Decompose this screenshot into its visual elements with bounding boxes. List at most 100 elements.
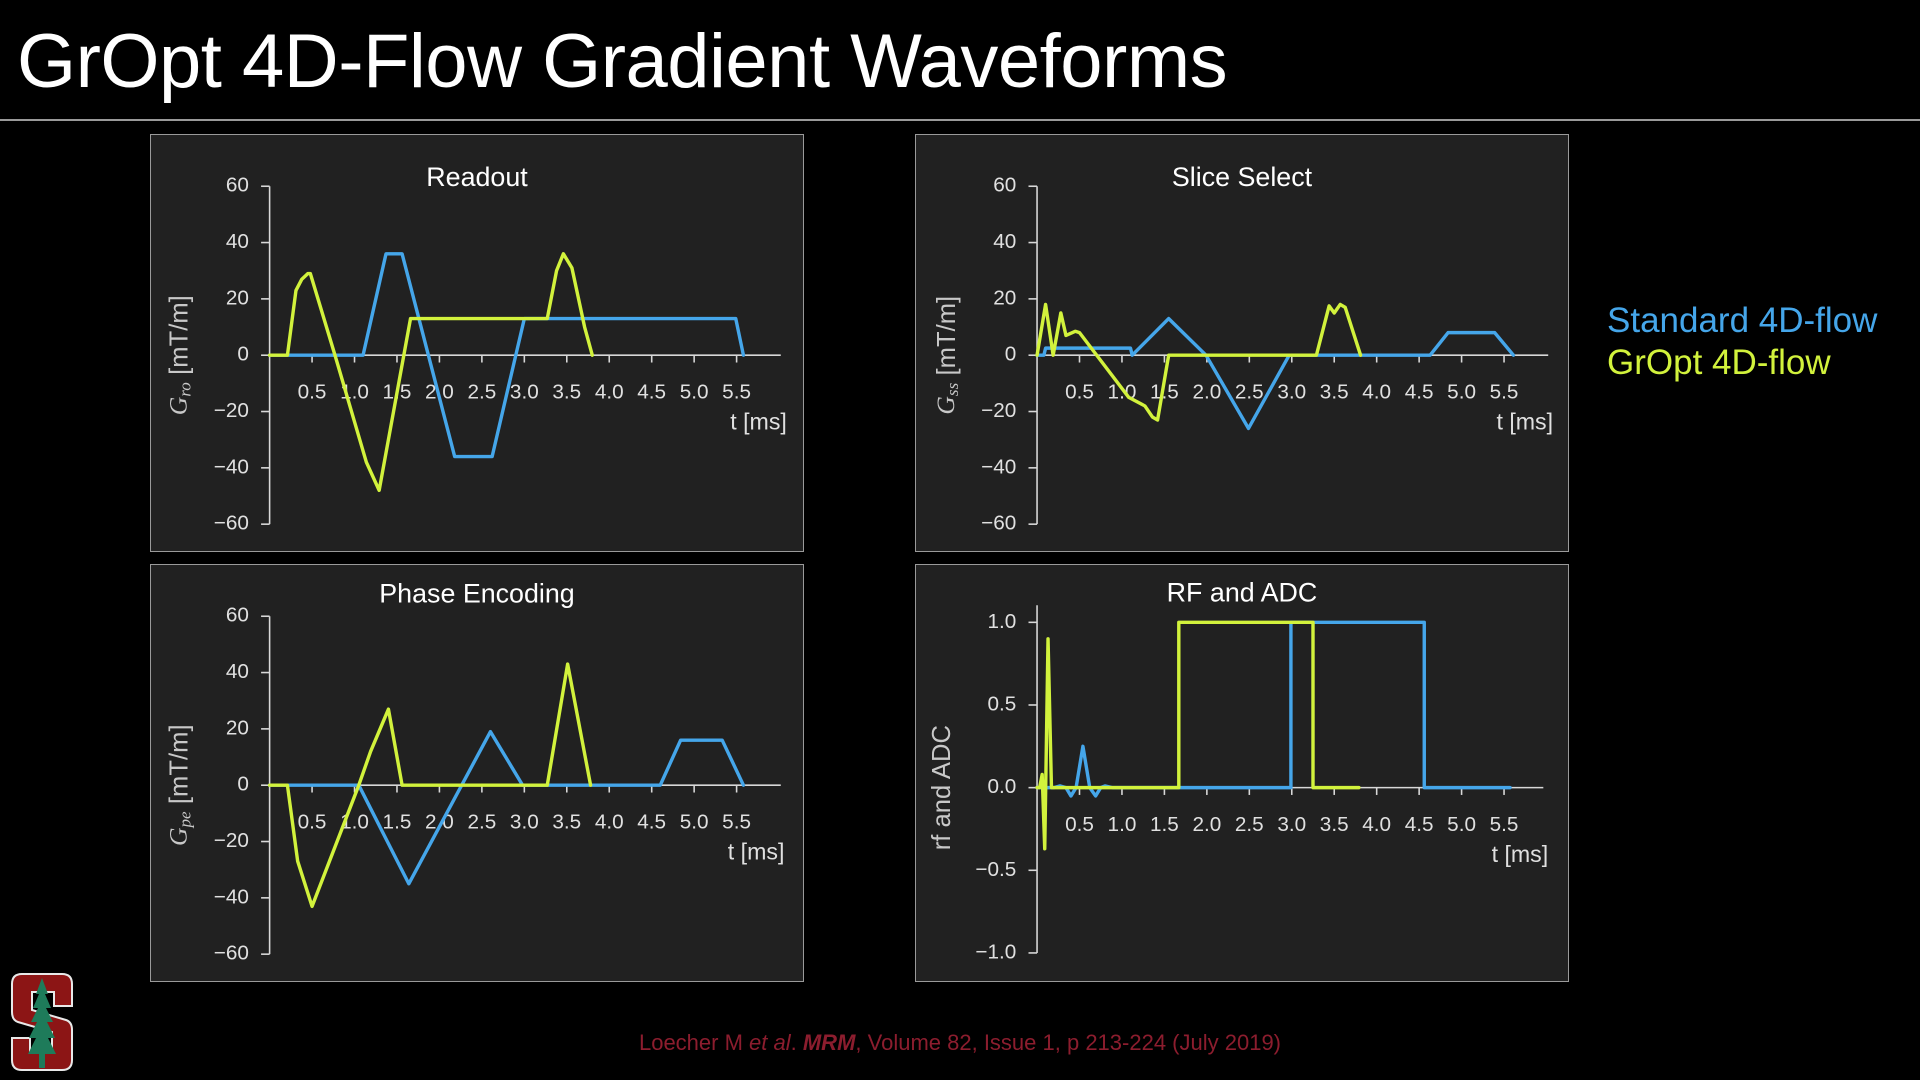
x-tick-label: 2.5 (1235, 813, 1264, 836)
x-tick-label: 2.5 (467, 810, 496, 833)
y-tick-label: 60 (226, 174, 249, 197)
series-line-standard-4d-flow (267, 252, 746, 459)
y-axis-subscript: ro (176, 382, 195, 397)
x-tick-label: 4.5 (637, 380, 666, 403)
x-axis-label: t [ms] (1492, 841, 1549, 867)
y-tick-label: 60 (226, 604, 249, 627)
x-tick-label: 3.5 (552, 380, 581, 403)
x-tick-label: 4.0 (595, 380, 624, 403)
series-line-gropt-4d-flow (1035, 302, 1363, 422)
legend-gropt-4d-flow: GrOpt 4D-flow (1607, 343, 1831, 382)
x-tick-label: 5.5 (1490, 380, 1519, 403)
x-tick-label: 4.5 (1405, 380, 1434, 403)
x-tick-label: 5.5 (722, 380, 751, 403)
slide-title: GrOpt 4D-Flow Gradient Waveforms (17, 19, 1228, 104)
y-tick-label: −0.5 (975, 858, 1016, 881)
series-line-gropt-4d-flow (1035, 620, 1361, 851)
stanford-logo (11, 973, 73, 1071)
x-tick-label: 5.0 (1447, 380, 1476, 403)
series-line-standard-4d-flow (1035, 620, 1512, 798)
y-axis-symbol: G (163, 397, 192, 416)
y-tick-label: −20 (981, 399, 1016, 422)
y-tick-label: 40 (226, 230, 249, 253)
series-line-gropt-4d-flow (267, 662, 593, 909)
chart-title: Readout (426, 162, 528, 192)
x-tick-label: 0.5 (1065, 813, 1094, 836)
y-tick-label: −20 (214, 399, 249, 422)
y-tick-label: 20 (993, 286, 1016, 309)
rf-adc-chart: RF and ADC 1.0 0.5 0.0 −0.5 −1.0 0.5 1.0 1.5 2.0 2… (915, 564, 1569, 982)
y-axis-label: Gro [mT/m] (163, 295, 194, 415)
x-tick-label: 2.0 (1192, 813, 1221, 836)
chart-title: Phase Encoding (379, 579, 574, 609)
logo-tree-icon (28, 978, 56, 1068)
x-tick-label: 4.0 (1362, 813, 1391, 836)
y-tick-label: 1.0 (987, 610, 1016, 633)
y-axis-unit: [mT/m] (165, 295, 193, 375)
y-tick-label: 20 (226, 716, 249, 739)
x-axis-label: t [ms] (1496, 409, 1553, 435)
chart-title: Slice Select (1172, 162, 1313, 192)
x-tick-label: 1.5 (1150, 380, 1179, 403)
y-tick-label: 40 (226, 660, 249, 683)
citation-author: Loecher M (638, 1030, 750, 1055)
y-axis-unit: [mT/m] (165, 724, 193, 804)
legend-standard-4d-flow: Standard 4D-flow (1607, 301, 1878, 340)
citation: Loecher M et al. MRM, Volume 82, Issue 1… (0, 1030, 1920, 1056)
x-tick-label: 5.0 (680, 810, 709, 833)
x-tick-label: 4.5 (637, 810, 666, 833)
y-axis-unit: [mT/m] (933, 296, 961, 376)
x-tick-label: 5.0 (680, 380, 709, 403)
x-tick-label: 5.5 (722, 810, 751, 833)
x-tick-label: 1.5 (1150, 813, 1179, 836)
x-tick-label: 3.5 (1320, 380, 1349, 403)
rf-adc-plot: RF and ADC 1.0 0.5 0.0 −0.5 −1.0 0.5 1.0 1.5 2.0 2… (928, 577, 1549, 963)
x-tick-label: 2.5 (467, 380, 496, 403)
y-tick-label: −40 (214, 885, 249, 908)
x-tick-label: 1.0 (1108, 813, 1137, 836)
x-tick-label: 3.0 (1277, 813, 1306, 836)
y-tick-label: 0 (237, 773, 249, 796)
y-tick-label: 60 (993, 174, 1016, 197)
x-tick-label: 1.5 (383, 810, 412, 833)
x-tick-label: 4.0 (1362, 380, 1391, 403)
series-line-standard-4d-flow (267, 729, 746, 886)
y-tick-label: −60 (981, 512, 1016, 535)
citation-etal: et al (749, 1030, 791, 1055)
x-tick-label: 3.0 (510, 380, 539, 403)
citation-details: , Volume 82, Issue 1, p 213-224 (July 20… (855, 1030, 1282, 1055)
x-axis-label: t [ms] (728, 839, 785, 865)
y-axis-symbol: G (163, 827, 192, 846)
y-tick-label: −60 (214, 942, 249, 965)
y-tick-label: −40 (981, 455, 1016, 478)
citation-journal: MRM (802, 1030, 856, 1055)
y-axis-label: Gpe [mT/m] (163, 724, 194, 846)
y-tick-label: 20 (226, 286, 249, 309)
y-tick-label: −60 (214, 512, 249, 535)
y-tick-label: 0.5 (987, 692, 1016, 715)
x-tick-label: 3.0 (1277, 380, 1306, 403)
y-tick-label: −20 (214, 829, 249, 852)
phase-encoding-chart: Phase Encoding 60 40 20 0 −20 −40 −60 0.5 1.0 1.5 2… (150, 564, 804, 982)
x-tick-label: 0.5 (1065, 380, 1094, 403)
y-tick-label: 0.0 (987, 775, 1016, 798)
y-tick-label: −40 (214, 455, 249, 478)
citation-dot: . (790, 1030, 803, 1055)
x-tick-label: 3.0 (510, 810, 539, 833)
readout-chart: Readout 60 40 20 0 −20 −40 −60 0.5 1.0 1.5 2.0 2.5 3.… (150, 134, 804, 552)
x-tick-label: 0.5 (298, 810, 327, 833)
chart-title: RF and ADC (1167, 577, 1318, 607)
x-tick-label: 2.5 (1235, 380, 1264, 403)
x-axis-label: t [ms] (730, 409, 787, 435)
series-line-gropt-4d-flow (267, 252, 594, 493)
x-tick-label: 2.0 (1192, 380, 1221, 403)
y-axis-subscript: ss (943, 382, 962, 396)
slice-select-chart: Slice Select 60 40 20 0 −20 −40 −60 0.5 1.0 1.5 2.0… (915, 134, 1569, 552)
x-tick-label: 4.5 (1405, 813, 1434, 836)
x-tick-label: 5.5 (1490, 813, 1519, 836)
y-axis-symbol: G (931, 396, 960, 415)
y-axis-label: Gss [mT/m] (931, 296, 962, 415)
